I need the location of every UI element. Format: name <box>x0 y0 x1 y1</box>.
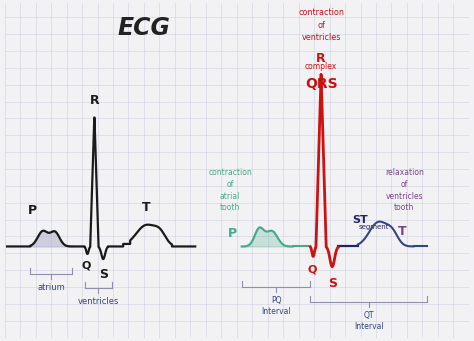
Text: ECG: ECG <box>118 16 171 40</box>
Text: complex: complex <box>305 62 337 71</box>
Text: R: R <box>90 94 99 107</box>
Text: PQ
Interval: PQ Interval <box>261 296 291 316</box>
Text: Q: Q <box>82 261 91 271</box>
Text: ST: ST <box>352 215 368 225</box>
Text: contraction
of
atrial
tooth: contraction of atrial tooth <box>208 168 252 212</box>
Text: P: P <box>228 227 237 240</box>
Text: R: R <box>316 52 326 65</box>
Text: QT
Interval: QT Interval <box>354 311 384 331</box>
Text: T: T <box>398 225 406 238</box>
Text: P: P <box>28 204 37 217</box>
Text: S: S <box>328 277 337 290</box>
Text: Q: Q <box>307 264 317 274</box>
Text: contraction
of
ventricles: contraction of ventricles <box>298 9 344 43</box>
Text: relaxation
of
ventricles
tooth: relaxation of ventricles tooth <box>385 168 424 212</box>
Text: atrium: atrium <box>37 283 65 293</box>
Text: S: S <box>99 268 108 281</box>
Text: T: T <box>142 201 151 213</box>
Text: segment: segment <box>359 224 389 230</box>
Text: QRS: QRS <box>305 77 337 91</box>
Text: ventricles: ventricles <box>77 297 119 306</box>
